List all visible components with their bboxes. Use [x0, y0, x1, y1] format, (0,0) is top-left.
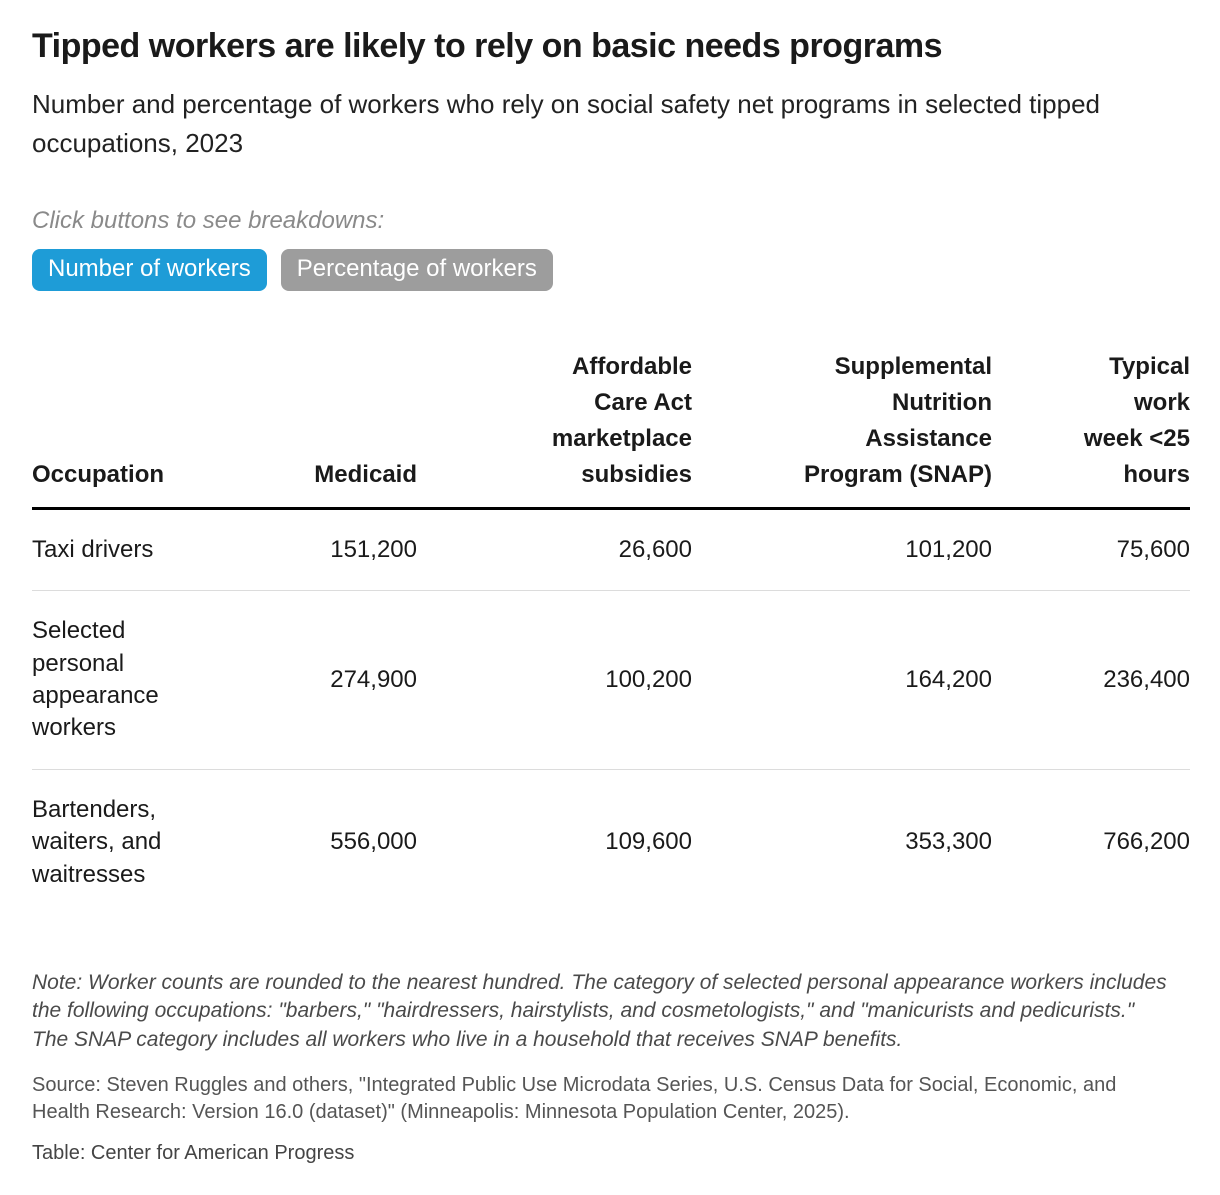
column-header-work-week: Typical work week <25 hours [992, 348, 1190, 510]
work-week-value: 75,600 [992, 508, 1190, 592]
column-header-occupation: Occupation [32, 348, 202, 510]
aca-value: 100,200 [417, 590, 692, 770]
column-header-medicaid: Medicaid [202, 348, 417, 510]
page-title: Tipped workers are likely to rely on bas… [32, 27, 943, 65]
work-week-value: 236,400 [992, 590, 1190, 770]
table-row: Bartenders, waiters, and waitresses 556,… [32, 769, 1190, 915]
view-toggle-group: Number of workers Percentage of workers [32, 248, 1190, 291]
occupation-cell: Taxi drivers [32, 508, 202, 592]
table-note: Note: Worker counts are rounded to the n… [32, 970, 1167, 1051]
data-table: Occupation Medicaid Affordable Care Act … [32, 348, 1190, 915]
source-line: Source: Steven Ruggles and others, "Inte… [32, 1073, 1117, 1123]
credit-line: Table: Center for American Progress [32, 1141, 355, 1164]
aca-value: 26,600 [417, 508, 692, 592]
table-row: Selected personal appearance workers 274… [32, 590, 1190, 770]
number-of-workers-button[interactable]: Number of workers [32, 248, 267, 291]
snap-value: 164,200 [692, 590, 992, 770]
page-subtitle: Number and percentage of workers who rel… [32, 88, 1101, 158]
column-header-snap: Supplemental Nutrition Assistance Progra… [692, 348, 992, 510]
snap-value: 101,200 [692, 508, 992, 592]
medicaid-value: 274,900 [202, 590, 417, 770]
work-week-value: 766,200 [1103, 828, 1190, 856]
table-header: Occupation Medicaid Affordable Care Act … [32, 348, 1190, 510]
aca-value: 109,600 [605, 828, 692, 856]
controls-hint: Click buttons to see breakdowns: [32, 206, 385, 234]
percentage-of-workers-button[interactable]: Percentage of workers [280, 248, 553, 291]
medicaid-value: 151,200 [202, 508, 417, 592]
column-header-aca-subsidies: Affordable Care Act marketplace subsidie… [417, 348, 692, 510]
occupation-cell: Selected personal appearance workers [32, 590, 202, 770]
table-row: Taxi drivers 151,200 26,600 101,200 75,6… [32, 508, 1190, 592]
medicaid-value: 556,000 [330, 828, 417, 856]
snap-value: 353,300 [905, 828, 992, 856]
occupation-cell: Bartenders, waiters, and waitresses [32, 795, 162, 888]
table-header-row: Occupation Medicaid Affordable Care Act … [32, 348, 1190, 510]
table-body: Taxi drivers 151,200 26,600 101,200 75,6… [32, 508, 1190, 915]
